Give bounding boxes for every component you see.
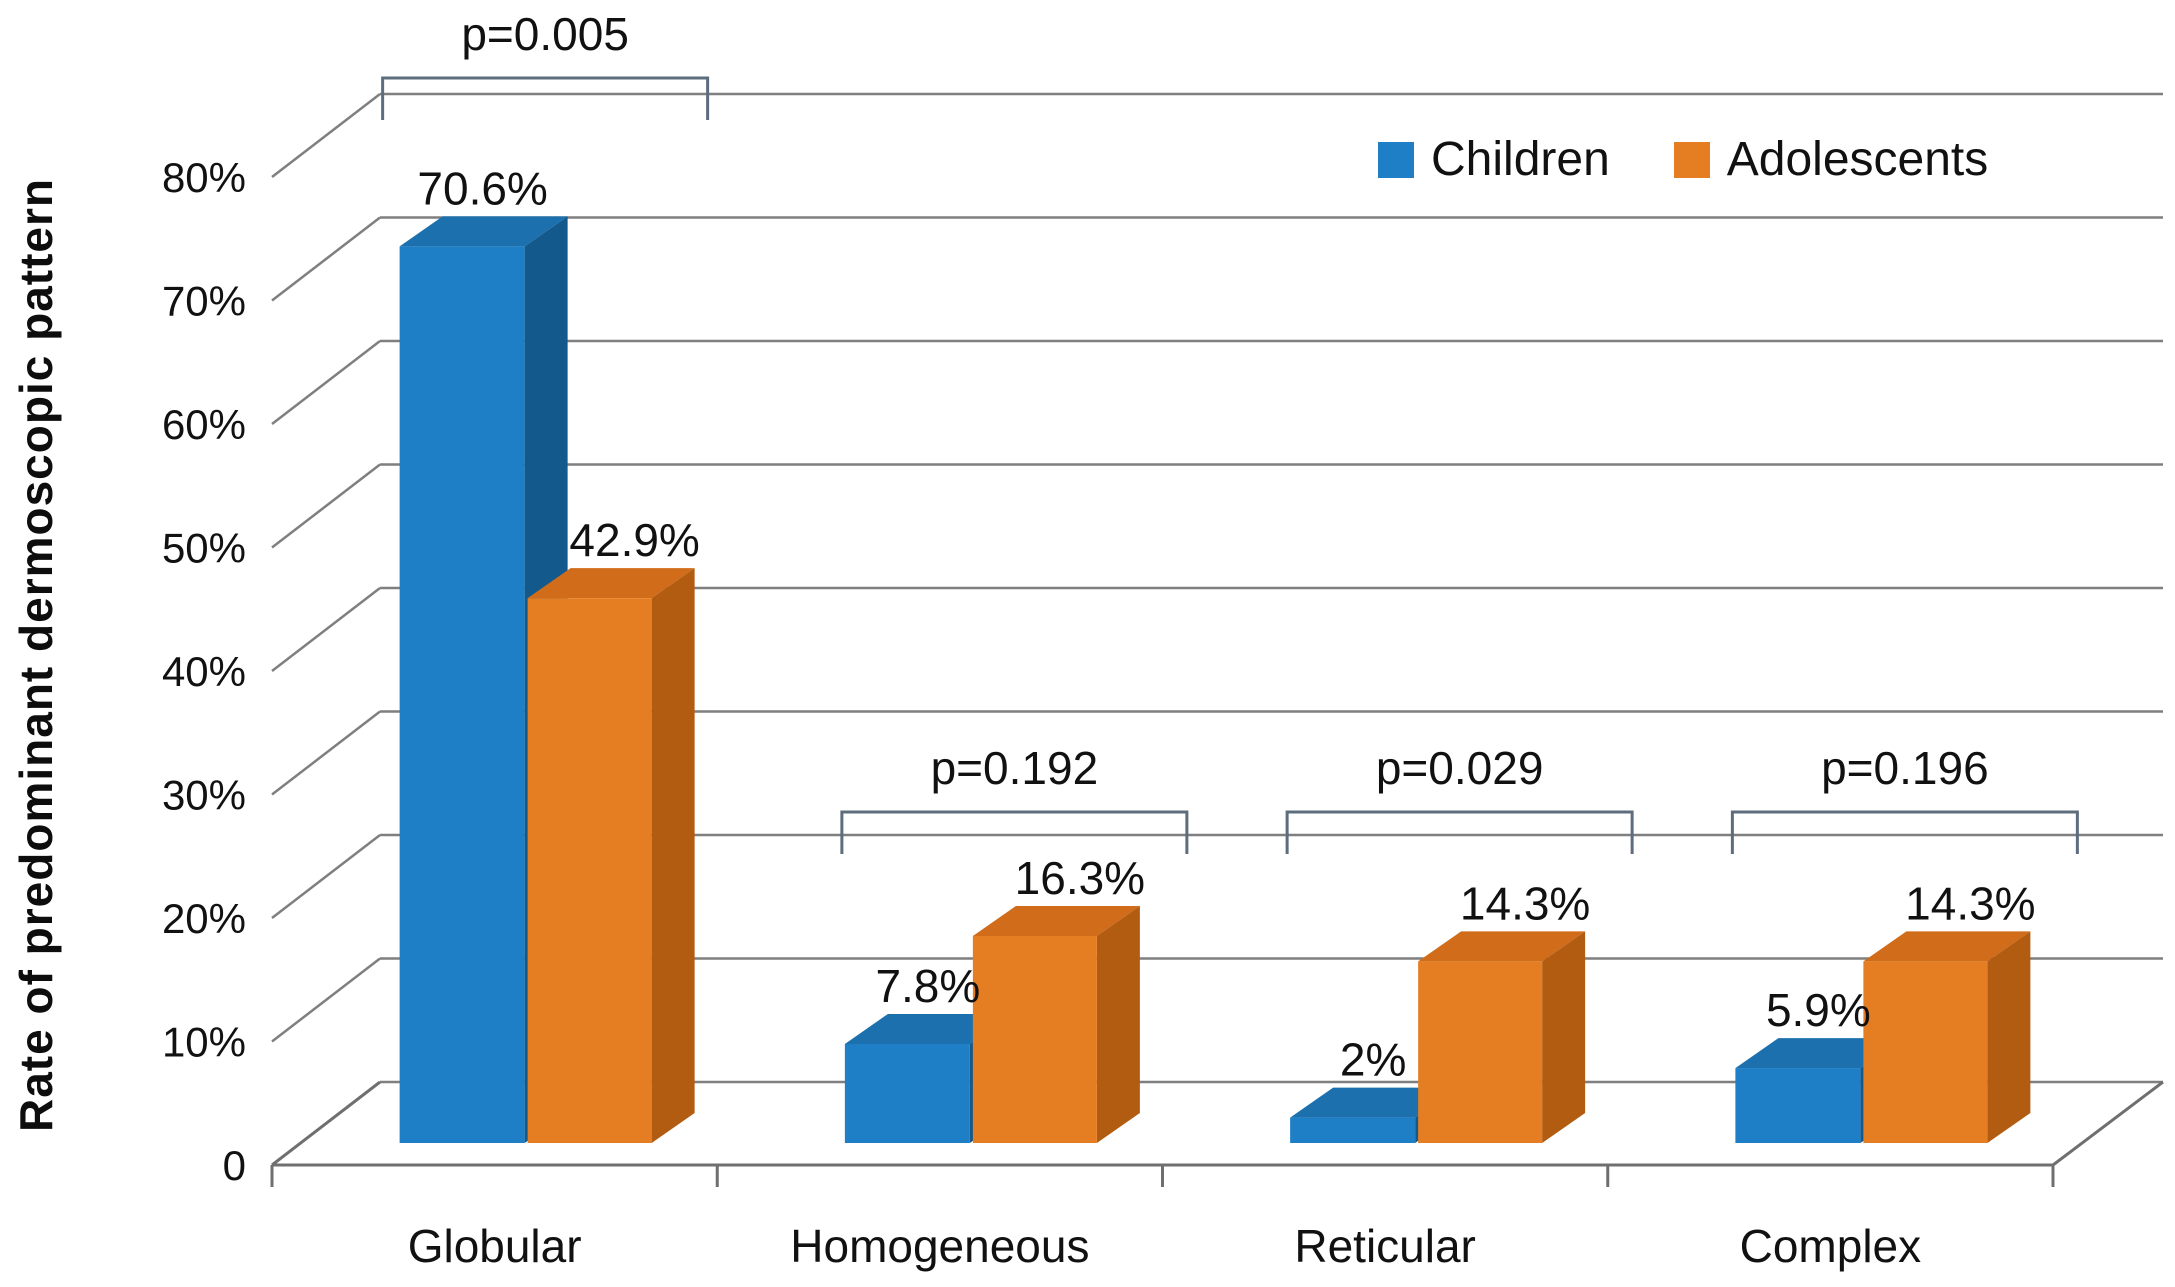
bar-top-face xyxy=(972,905,1140,936)
y-axis-title: Rate of predominant dermoscopic pattern xyxy=(10,177,62,1133)
y-tick-label: 20% xyxy=(162,895,246,942)
y-tick-label: 40% xyxy=(162,648,246,695)
children-value-label: 5.9% xyxy=(1766,984,1871,1036)
significance-bracket xyxy=(1730,810,2079,854)
category-label: Globular xyxy=(408,1220,582,1272)
bar-side-face xyxy=(651,568,695,1143)
gridline-leader xyxy=(271,216,381,302)
adolescents-value-label: 16.3% xyxy=(1015,852,1145,904)
adolescents-value-label: 14.3% xyxy=(1460,877,1590,929)
bar-top-face xyxy=(1290,1087,1459,1118)
bar-side-face xyxy=(1542,931,1586,1143)
children-value-label: 7.8% xyxy=(875,960,980,1012)
gridline-leader xyxy=(271,587,381,672)
bar-top-face xyxy=(844,1013,1013,1044)
category-label: Complex xyxy=(1740,1220,1922,1272)
category-label: Homogeneous xyxy=(790,1220,1089,1272)
bar-top-face xyxy=(1863,931,2031,962)
bar-front-face xyxy=(1863,961,1988,1143)
bar-front-face xyxy=(972,935,1097,1143)
bar-front-face xyxy=(844,1043,970,1143)
y-tick-label: 70% xyxy=(162,278,246,325)
floor-left-edge xyxy=(271,1080,381,1167)
gridline-leader xyxy=(271,93,381,178)
y-tick-label: 0 xyxy=(223,1142,246,1189)
category-label: Reticular xyxy=(1294,1220,1476,1272)
p-value-label: p=0.005 xyxy=(461,8,629,60)
children-swatch-icon xyxy=(1378,141,1414,178)
y-tick-label: 30% xyxy=(162,772,246,819)
adolescents-swatch-icon xyxy=(1673,141,1710,178)
significance-bracket xyxy=(381,76,710,120)
bar-side-face xyxy=(1096,905,1140,1143)
children-value-label: 70.6% xyxy=(417,162,547,214)
bar-front-face xyxy=(1735,1068,1861,1143)
significance-bracket xyxy=(1285,810,1634,854)
legend-item-adolescents: Adolescents xyxy=(1673,132,1989,187)
gridline-leader xyxy=(271,463,381,549)
legend-label-children: Children xyxy=(1431,133,1610,186)
bar-top-face xyxy=(527,568,695,599)
y-tick-label: 60% xyxy=(162,401,246,448)
adolescents-value-label: 42.9% xyxy=(569,514,699,566)
floor-right-edge xyxy=(2052,1080,2164,1167)
gridline-leader xyxy=(271,340,381,425)
gridline-leader xyxy=(271,834,381,919)
adolescents-value-label: 14.3% xyxy=(1905,877,2035,929)
p-value-label: p=0.196 xyxy=(1821,742,1989,794)
bar-top-face xyxy=(1735,1038,1904,1069)
legend: Children Adolescents xyxy=(1378,132,1988,187)
y-tick-label: 80% xyxy=(162,154,246,201)
bar-front-face xyxy=(1418,961,1543,1143)
p-value-label: p=0.192 xyxy=(931,742,1099,794)
legend-label-adolescents: Adolescents xyxy=(1726,133,1989,186)
y-tick-label: 10% xyxy=(162,1019,246,1066)
gridline-leader xyxy=(271,957,381,1043)
bar-front-face xyxy=(1290,1117,1416,1143)
significance-bracket xyxy=(840,810,1189,854)
bar-side-face xyxy=(1987,931,2031,1143)
bar-front-face xyxy=(399,246,525,1143)
bar-top-face xyxy=(399,216,568,247)
p-value-label: p=0.029 xyxy=(1376,742,1544,794)
children-value-label: 2% xyxy=(1340,1034,1406,1086)
y-tick-label: 50% xyxy=(162,525,246,572)
bar-top-face xyxy=(1418,931,1586,962)
bar-front-face xyxy=(527,598,652,1143)
gridline-leader xyxy=(271,710,381,796)
legend-item-children: Children xyxy=(1378,132,1610,187)
